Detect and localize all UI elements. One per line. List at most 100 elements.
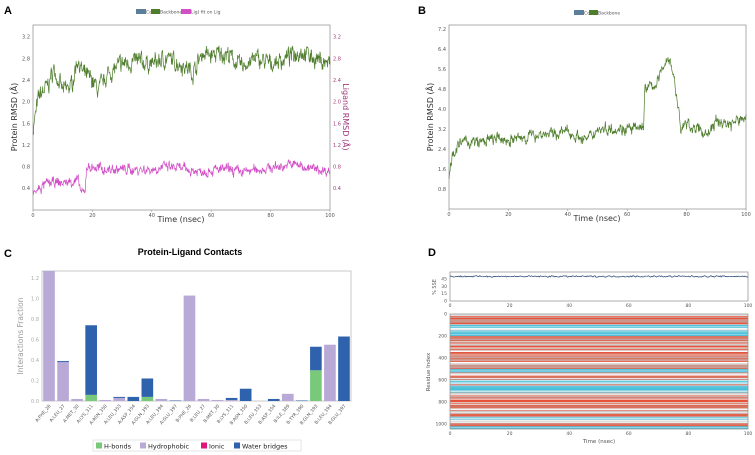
residue-stripe [450, 354, 748, 355]
residue-stripe [450, 417, 748, 419]
residue-stripe [450, 366, 748, 368]
series-line-backbone [32, 45, 331, 136]
legend-swatch-ligand [181, 9, 191, 14]
bar-h-bonds [85, 394, 97, 401]
residue-stripe [450, 347, 748, 349]
y-tick-label: 6.4 [438, 47, 446, 53]
residue-stripe [450, 335, 748, 337]
residue-stripe [450, 319, 748, 321]
bar-hydrophobic [197, 398, 210, 401]
bar-hydrophobic [324, 344, 336, 401]
x-tick-label-residue: 80 [686, 431, 692, 437]
residue-stripe [450, 318, 748, 320]
bar-water-bridges [310, 346, 322, 371]
bar-water-bridges [57, 361, 69, 363]
panel-label-b: B [418, 5, 426, 17]
y-tick-label-residue: 400 [438, 356, 447, 362]
legend-swatch-backbone [151, 9, 160, 14]
x-tick-label-sse: 0 [449, 303, 452, 309]
bar-hydrophobic [211, 399, 224, 401]
residue-stripe [450, 423, 748, 425]
residue-stripe [450, 356, 748, 358]
y-axis-label-c: Interactions Fraction [16, 297, 25, 374]
y-tick-label: 0.0 [31, 399, 39, 405]
residue-stripe [450, 400, 748, 402]
plot-frame-sse [449, 271, 749, 302]
legend-label-ionic: Ionic [209, 443, 225, 451]
y-tick-label-sse: 45 [441, 276, 447, 282]
residue-stripe [450, 345, 748, 347]
residue-stripe [450, 346, 748, 348]
residue-stripe [450, 370, 748, 372]
residue-stripe [450, 396, 748, 398]
bar-water-bridges [141, 378, 154, 397]
residue-stripe [450, 405, 748, 407]
residue-stripe [450, 394, 748, 396]
y-tick-label: 1.6 [22, 121, 30, 127]
residue-stripe [450, 400, 748, 402]
residue-stripe [450, 403, 748, 405]
residue-stripe [450, 382, 748, 384]
residue-stripe [450, 403, 748, 404]
residue-stripe [450, 405, 748, 407]
residue-stripe [450, 318, 748, 320]
residue-stripe [450, 426, 748, 428]
residue-stripe [450, 352, 748, 354]
residue-stripe [450, 411, 748, 413]
residue-stripe [450, 336, 748, 338]
residue-stripe [450, 371, 748, 373]
residue-stripe [450, 373, 748, 375]
x-axis-label-b: Time (nsec) [573, 214, 621, 223]
bar-hydrophobic [281, 393, 294, 401]
x-tick-label: 40 [565, 212, 571, 218]
residue-stripe [450, 409, 748, 410]
x-axis-label-a: Time (nsec) [157, 215, 205, 224]
y-axis-label-a: Protein RMSD (Å) [8, 83, 19, 152]
panel-label-d: D [428, 247, 436, 259]
legend-b: Cα Backbone [574, 10, 620, 17]
residue-stripe [450, 363, 748, 365]
x-tick-label-sse: 60 [626, 303, 632, 309]
residue-stripe [450, 393, 748, 394]
residue-stripe [450, 415, 748, 416]
legend-swatch-ionic [201, 442, 207, 449]
y-right-tick-label: 0.8 [333, 165, 341, 171]
residue-stripe [450, 368, 748, 370]
residue-stripe [450, 397, 748, 399]
residue-stripe [450, 420, 748, 422]
residue-stripe [450, 390, 748, 392]
residue-stripe [450, 339, 748, 341]
bar-hydrophobic [43, 271, 55, 401]
residue-stripe [450, 409, 748, 411]
legend-swatch-water-bridges [234, 442, 240, 449]
residue-stripe [450, 323, 748, 325]
residue-stripe [450, 316, 748, 318]
residue-stripe [450, 347, 748, 348]
residue-stripe [450, 416, 748, 418]
y-tick-label: 2.4 [22, 78, 30, 84]
residue-stripe [450, 377, 748, 379]
residue-stripe [450, 361, 748, 363]
residue-stripe [450, 392, 748, 394]
bar-water-bridges [267, 398, 280, 401]
y-tick-label-sse: 15 [441, 291, 447, 297]
residue-stripe [450, 329, 748, 331]
residue-stripe [450, 387, 748, 389]
residue-stripe [450, 377, 748, 379]
y-tick-label: 1.2 [31, 276, 39, 282]
y-tick-label-residue: 200 [438, 334, 447, 340]
x-tick-label: 40 [149, 213, 155, 219]
y-tick-label: 1.2 [22, 143, 30, 149]
residue-stripe [450, 392, 748, 393]
residue-stripe [450, 331, 748, 332]
x-tick-label: 20 [89, 213, 95, 219]
y-tick-label: 4.8 [438, 87, 446, 93]
legend-swatch-ca [136, 9, 146, 14]
plot-frame-b [448, 24, 747, 210]
residue-stripe [450, 371, 748, 372]
residue-stripe [450, 420, 748, 421]
x-tick-label: 60 [208, 213, 214, 219]
residue-stripe [450, 358, 748, 360]
residue-stripe [450, 412, 748, 414]
legend-box-c [92, 439, 302, 452]
